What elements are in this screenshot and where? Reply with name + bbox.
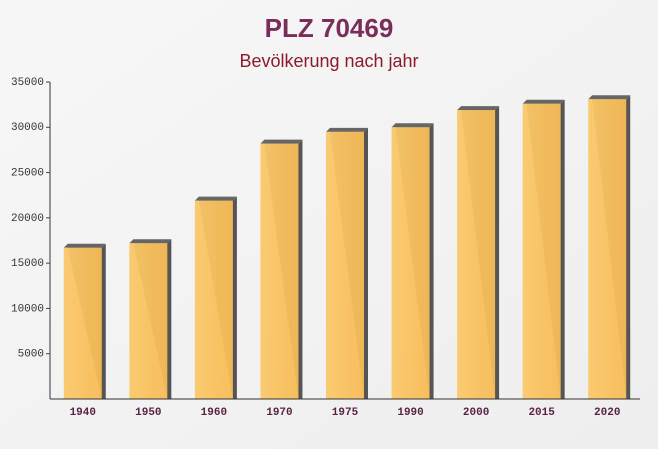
bar-top (326, 127, 368, 132)
x-tick-label: 1940 (70, 407, 96, 419)
bar-top (129, 239, 172, 244)
y-tick-label: 25000 (11, 167, 44, 179)
y-tick-label: 10000 (11, 303, 44, 315)
x-tick-label: 1990 (397, 407, 423, 419)
chart-title: PLZ 70469 (265, 13, 394, 43)
bar (391, 127, 430, 400)
y-tick-label: 5000 (18, 349, 44, 361)
x-tick-label: 1970 (266, 407, 292, 419)
x-tick-label: 2000 (463, 407, 489, 419)
x-tick-label: 1960 (201, 407, 227, 419)
bar (260, 143, 299, 399)
x-tick-label: 2020 (594, 407, 620, 419)
bar (457, 110, 496, 399)
y-tick-label: 20000 (11, 213, 44, 225)
bar (326, 131, 364, 400)
bar (63, 247, 102, 399)
bar-top (588, 95, 631, 100)
x-tick-label: 2015 (528, 407, 555, 419)
x-tick-label: 1950 (135, 407, 161, 419)
bar (588, 99, 627, 400)
y-tick-label: 30000 (11, 122, 44, 134)
bar (129, 243, 168, 399)
bar-top (194, 196, 237, 201)
chart-subtitle: Bevölkerung nach jahr (239, 51, 418, 71)
bar-top (522, 99, 565, 104)
x-tick-label: 1975 (332, 407, 359, 419)
y-tick-label: 35000 (11, 77, 44, 89)
bar-top (63, 243, 106, 248)
bar (194, 200, 233, 399)
bar-top (391, 123, 434, 128)
y-tick-label: 15000 (11, 258, 44, 270)
bar (522, 103, 561, 399)
bar-top (260, 139, 303, 144)
bar-top (457, 106, 500, 111)
